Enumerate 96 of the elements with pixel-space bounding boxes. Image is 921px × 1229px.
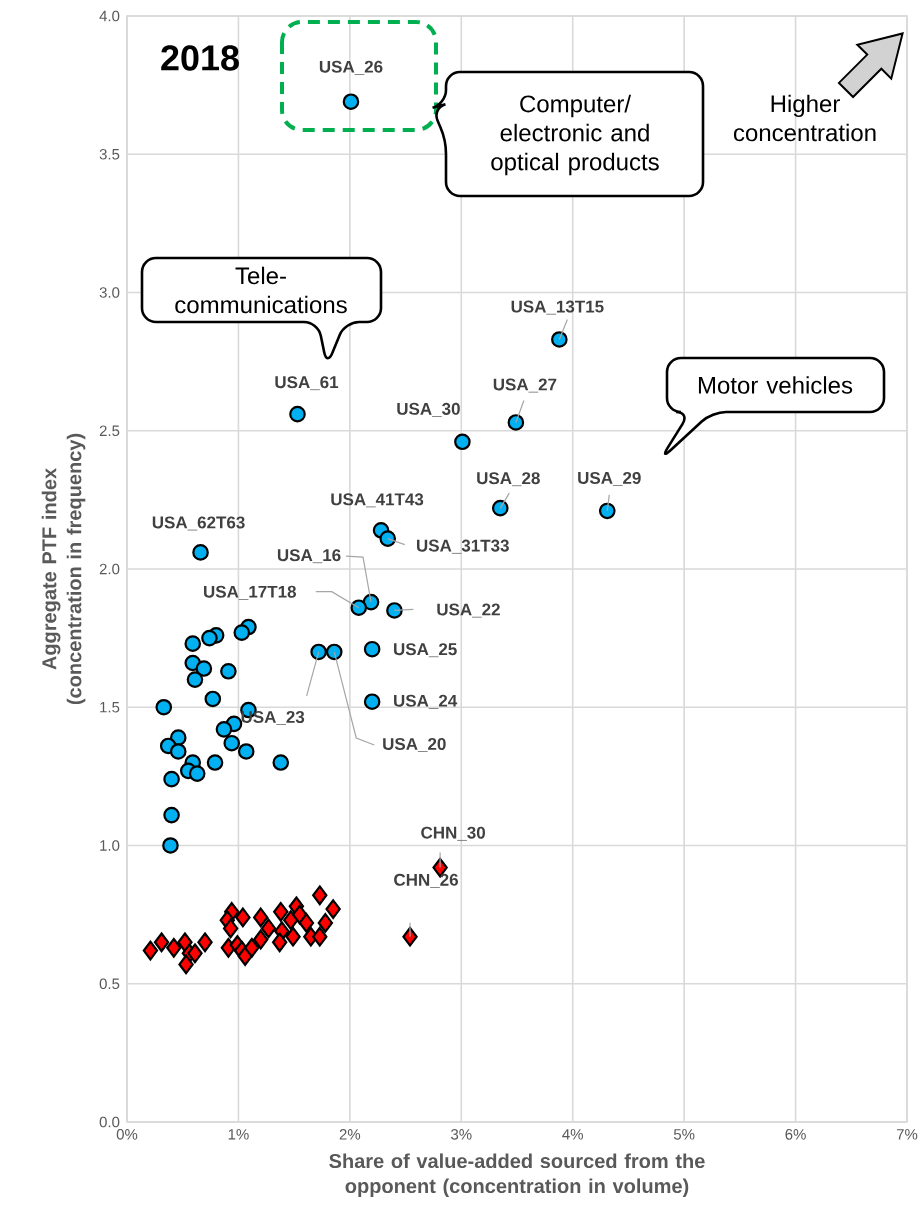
y-tick-label: 3.5 bbox=[99, 148, 120, 160]
annotation: Tele- communications bbox=[175, 266, 347, 314]
point bbox=[325, 643, 343, 661]
point bbox=[317, 913, 334, 933]
y-tick-label: 0.0 bbox=[99, 1116, 120, 1128]
point bbox=[310, 643, 327, 661]
point bbox=[178, 954, 194, 975]
annotation: USA_25 bbox=[394, 643, 457, 658]
point bbox=[507, 414, 525, 431]
x-tick-label: 7% bbox=[896, 1129, 918, 1140]
annotation: USA_16 bbox=[277, 549, 341, 564]
annotation: Computer/ electronic and optical products bbox=[491, 94, 659, 176]
point bbox=[253, 929, 269, 950]
point bbox=[195, 660, 213, 677]
point bbox=[289, 405, 306, 423]
annotation: CHN_26 bbox=[394, 873, 458, 888]
annotation: USA_20 bbox=[383, 737, 446, 752]
annotation: USA_17T18 bbox=[204, 585, 297, 600]
point bbox=[206, 754, 224, 771]
point bbox=[192, 544, 209, 561]
y-tick-label: 3.0 bbox=[99, 287, 120, 298]
point bbox=[386, 602, 403, 619]
annotation: USA_23 bbox=[241, 710, 305, 725]
point bbox=[188, 765, 206, 782]
point bbox=[235, 907, 251, 928]
point bbox=[215, 721, 233, 738]
point bbox=[220, 662, 237, 680]
annotation: CHN_30 bbox=[421, 826, 485, 841]
point bbox=[273, 901, 289, 922]
point bbox=[350, 599, 368, 616]
point bbox=[271, 932, 288, 953]
annotation: USA_24 bbox=[394, 694, 458, 709]
y-tick-label: 1.5 bbox=[100, 702, 120, 713]
text: 2018 bbox=[161, 45, 239, 71]
point bbox=[551, 331, 568, 348]
y-axis-title: Aggregate PTF index (concentration in frequency) bbox=[41, 433, 86, 705]
point bbox=[186, 671, 204, 688]
point bbox=[363, 693, 381, 711]
point bbox=[298, 913, 315, 933]
point bbox=[142, 940, 159, 961]
point bbox=[598, 502, 616, 520]
x-tick-label: 5% bbox=[673, 1129, 695, 1140]
point bbox=[223, 734, 241, 752]
point bbox=[184, 635, 202, 652]
annotation: USA_27 bbox=[493, 378, 557, 393]
annotation: USA_13T15 bbox=[511, 300, 604, 315]
point bbox=[166, 937, 182, 958]
point bbox=[169, 743, 187, 760]
point bbox=[312, 926, 328, 947]
x-axis-title: Share of value-added sourced from the opponent (concentration in volume) bbox=[329, 1153, 705, 1198]
x-tick-label: 2% bbox=[339, 1129, 361, 1140]
point bbox=[201, 629, 218, 647]
annotation: USA_31T33 bbox=[417, 539, 509, 554]
annotation: USA_26 bbox=[319, 60, 383, 75]
y-tick-label: 2.5 bbox=[99, 425, 120, 437]
point bbox=[204, 690, 222, 708]
point bbox=[285, 926, 301, 947]
y-tick-label: 4.0 bbox=[99, 10, 120, 22]
x-tick-label: 0% bbox=[116, 1129, 138, 1140]
annotation: USA_62T63 bbox=[152, 516, 245, 531]
point bbox=[153, 932, 170, 953]
x-tick-label: 1% bbox=[228, 1129, 249, 1140]
annotation: Motor vehicles bbox=[698, 376, 853, 394]
annotation: USA_29 bbox=[578, 471, 641, 486]
x-tick-label: 6% bbox=[785, 1129, 806, 1140]
point bbox=[233, 624, 251, 641]
point bbox=[222, 918, 239, 939]
point bbox=[312, 885, 328, 906]
x-tick-label: 3% bbox=[451, 1129, 472, 1140]
point bbox=[260, 918, 277, 939]
point bbox=[237, 743, 255, 760]
point bbox=[163, 806, 180, 824]
point bbox=[162, 837, 179, 854]
point bbox=[342, 93, 360, 110]
point bbox=[325, 899, 341, 919]
point bbox=[363, 640, 381, 658]
point bbox=[155, 698, 173, 716]
point bbox=[244, 937, 260, 958]
annotation: USA_30 bbox=[397, 402, 460, 417]
annotation: USA_28 bbox=[477, 472, 540, 487]
point bbox=[163, 770, 180, 788]
point bbox=[197, 932, 213, 953]
y-tick-label: 0.5 bbox=[99, 978, 120, 990]
point bbox=[454, 433, 471, 451]
annotation: Higher concentration bbox=[733, 94, 876, 142]
point bbox=[272, 754, 290, 771]
point bbox=[491, 499, 509, 517]
point bbox=[379, 530, 397, 547]
annotation: USA_61 bbox=[275, 376, 339, 391]
annotation: USA_22 bbox=[437, 603, 500, 618]
x-tick-label: 4% bbox=[562, 1129, 584, 1140]
y-tick-label: 2.0 bbox=[99, 563, 120, 575]
point bbox=[253, 907, 269, 928]
annotation: USA_41T43 bbox=[331, 493, 424, 508]
y-tick-label: 1.0 bbox=[100, 840, 120, 851]
point bbox=[187, 943, 203, 964]
